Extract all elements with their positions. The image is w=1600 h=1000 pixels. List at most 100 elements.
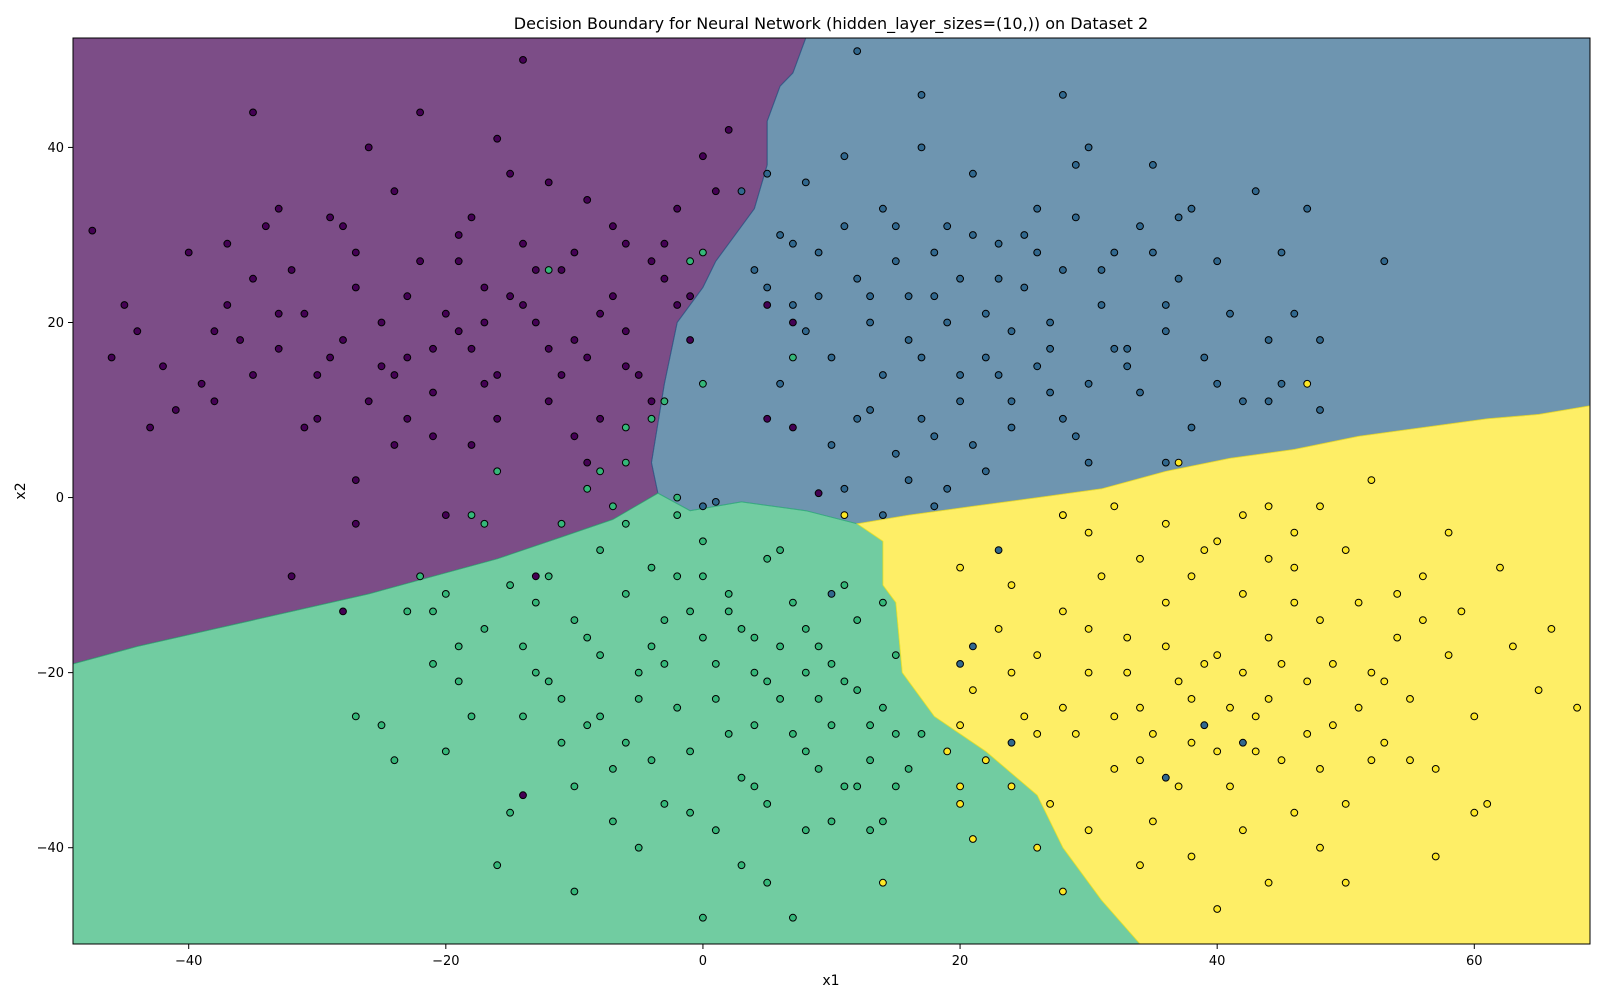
point-class-3 xyxy=(1470,712,1479,721)
point-class-0 xyxy=(339,607,347,616)
point-class-1 xyxy=(879,511,887,519)
point-class-3 xyxy=(1136,703,1144,712)
point-class-2 xyxy=(853,686,862,694)
point-class-0 xyxy=(416,108,425,117)
point-class-3 xyxy=(1020,712,1029,721)
point-class-1 xyxy=(879,204,887,213)
point-class-3 xyxy=(956,721,964,730)
point-class-0 xyxy=(377,318,386,327)
point-class-2 xyxy=(583,484,592,493)
point-class-3 xyxy=(994,625,1003,633)
point-class-2 xyxy=(904,765,913,773)
point-class-3 xyxy=(1290,563,1299,572)
point-class-1 xyxy=(943,484,952,493)
decision-regions xyxy=(73,38,1590,944)
point-class-2 xyxy=(891,651,900,659)
point-class-1 xyxy=(1264,336,1273,344)
point-class-1 xyxy=(904,292,913,301)
point-class-3 xyxy=(1046,800,1054,808)
point-class-0 xyxy=(403,292,412,301)
point-class-0 xyxy=(634,371,643,379)
point-class-2 xyxy=(789,353,797,362)
point-class-2 xyxy=(634,843,643,852)
point-class-2 xyxy=(814,642,823,651)
point-class-2 xyxy=(467,511,476,519)
point-class-3 xyxy=(1264,502,1273,511)
point-class-0 xyxy=(364,143,373,152)
point-class-0 xyxy=(531,318,540,327)
point-class-1 xyxy=(1071,213,1080,222)
point-class-3 xyxy=(1174,458,1183,467)
point-class-1 xyxy=(1071,432,1080,441)
point-class-3 xyxy=(1084,528,1093,537)
point-class-0 xyxy=(506,292,515,301)
point-class-1 xyxy=(853,274,862,283)
point-class-1 xyxy=(814,248,823,257)
point-class-3 xyxy=(1187,738,1196,747)
point-class-1 xyxy=(1007,738,1016,747)
point-class-1 xyxy=(1316,336,1324,344)
point-class-3 xyxy=(1187,695,1196,703)
point-class-3 xyxy=(1316,616,1324,624)
point-class-0 xyxy=(763,414,772,423)
point-class-1 xyxy=(994,371,1003,379)
point-class-0 xyxy=(454,231,463,239)
region-class-3 xyxy=(855,405,1590,944)
point-class-2 xyxy=(596,467,604,476)
point-class-2 xyxy=(596,546,604,554)
point-class-3 xyxy=(1534,686,1543,694)
x-tick-label: −40 xyxy=(175,954,202,969)
point-class-3 xyxy=(1354,598,1363,607)
y-axis: −40 −20 0 20 40 xyxy=(37,141,73,856)
point-class-0 xyxy=(583,458,592,467)
point-class-2 xyxy=(493,861,502,870)
point-class-2 xyxy=(660,800,669,808)
point-class-0 xyxy=(531,266,540,274)
point-class-0 xyxy=(609,222,617,231)
point-class-1 xyxy=(994,239,1003,248)
point-class-0 xyxy=(390,187,399,196)
point-class-0 xyxy=(300,309,309,318)
point-class-2 xyxy=(454,677,463,686)
point-class-1 xyxy=(1097,266,1106,274)
point-class-1 xyxy=(1200,721,1209,730)
point-class-2 xyxy=(840,581,849,589)
point-class-1 xyxy=(930,502,939,511)
point-class-1 xyxy=(866,318,874,327)
point-class-0 xyxy=(210,327,219,336)
point-class-1 xyxy=(879,371,887,379)
point-class-2 xyxy=(519,642,527,651)
point-class-2 xyxy=(827,660,836,668)
point-class-1 xyxy=(1136,222,1144,231)
point-class-2 xyxy=(377,721,386,730)
point-class-0 xyxy=(621,327,630,336)
point-class-1 xyxy=(1110,248,1119,257)
point-class-0 xyxy=(789,318,797,327)
point-class-2 xyxy=(493,467,502,476)
point-class-1 xyxy=(891,257,900,266)
point-class-1 xyxy=(1187,423,1196,432)
point-class-3 xyxy=(1161,519,1170,528)
point-class-3 xyxy=(1547,625,1556,633)
point-class-0 xyxy=(326,353,335,362)
point-class-1 xyxy=(1046,388,1054,397)
point-class-2 xyxy=(686,607,694,616)
point-class-3 xyxy=(1393,590,1402,598)
point-class-2 xyxy=(853,782,862,791)
point-class-2 xyxy=(544,572,553,581)
point-class-2 xyxy=(621,423,630,432)
point-class-2 xyxy=(737,625,746,633)
point-class-1 xyxy=(1007,327,1016,336)
point-class-2 xyxy=(647,756,656,765)
point-class-1 xyxy=(827,590,836,598)
point-class-1 xyxy=(789,301,797,309)
point-class-2 xyxy=(660,397,669,406)
point-class-1 xyxy=(1046,318,1054,327)
point-class-3 xyxy=(1354,703,1363,712)
point-class-1 xyxy=(1059,266,1067,274)
point-class-1 xyxy=(917,143,926,152)
point-class-3 xyxy=(1213,905,1222,913)
point-class-2 xyxy=(570,782,579,791)
point-class-0 xyxy=(480,283,489,292)
